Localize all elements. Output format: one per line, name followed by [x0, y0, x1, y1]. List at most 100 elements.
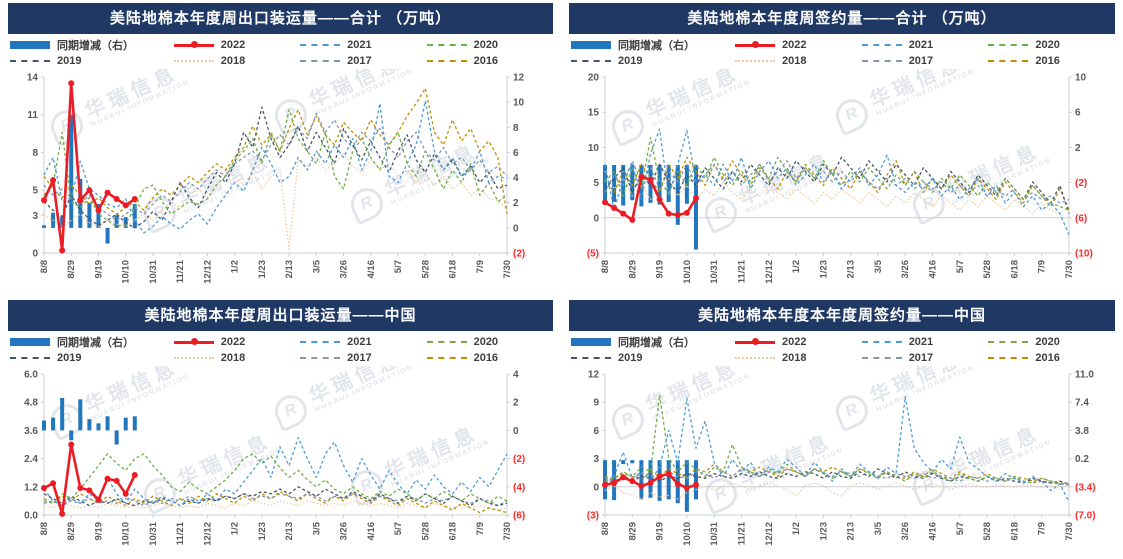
svg-text:1/2: 1/2 [230, 260, 241, 273]
legend-item-2020: 2020 [426, 37, 551, 52]
legend-swatch-dash [300, 40, 342, 50]
chart-area: R 华瑞信息 HUARUI INFORMATION R 华瑞信息 HUARUI INFOR… [8, 366, 553, 559]
chart-canvas-3: (3) 0 3 6 9 12 (7.0) (3.4) 0.2 3.8 7.4 11.0 8/8 8/29 9… [587, 370, 1096, 546]
legend-label: 2020 [473, 335, 499, 348]
legend-label: 2018 [782, 351, 807, 364]
series-line-2017 [43, 493, 508, 507]
legend-label: 2021 [908, 335, 934, 348]
legend-label: 2021 [908, 38, 934, 51]
legend-label: 2016 [1035, 351, 1060, 364]
series-line-2019 [43, 486, 508, 507]
svg-text:7/9: 7/9 [475, 522, 486, 535]
legend-item-2016: 2016 [988, 350, 1113, 365]
chart-area: R 华瑞信息 HUARUI INFORMATION R 华瑞信息 HUARUI INFOR… [8, 69, 553, 297]
series-line-2018 [43, 500, 508, 511]
svg-text:1/2: 1/2 [791, 522, 802, 535]
legend-item-2022: 2022 [173, 334, 298, 349]
legend: 同期增减（右） 2022 2021 2020 2019 2018 2017 2016 [8, 34, 553, 69]
svg-text:6/18: 6/18 [448, 260, 459, 279]
legend-label: 2018 [220, 54, 246, 67]
svg-text:8: 8 [513, 123, 519, 134]
svg-text:(6): (6) [1075, 213, 1087, 224]
svg-text:2: 2 [1075, 143, 1081, 154]
legend-label: 2017 [347, 54, 372, 67]
right-axis-labels: (6) (4) (2) 0 2 4 [513, 370, 525, 522]
legend-label: 2022 [220, 38, 246, 51]
svg-text:9: 9 [593, 398, 599, 409]
legend-label: 2019 [618, 54, 643, 67]
panel-shipments-china: 美陆地棉本年度周出口装运量——中国 同期增减（右） 2022 2021 2020 201… [0, 297, 561, 559]
svg-text:7.4: 7.4 [1075, 398, 1089, 409]
legend-swatch-dot [173, 353, 216, 363]
legend-item-2019: 2019 [571, 53, 733, 68]
legend-item-2019: 2019 [10, 53, 172, 68]
series-line-2020 [43, 109, 508, 228]
svg-text:5: 5 [593, 178, 599, 189]
svg-text:6/18: 6/18 [448, 522, 459, 541]
legend-item-2022: 2022 [735, 334, 860, 349]
svg-text:4/16: 4/16 [366, 260, 377, 279]
svg-text:(10): (10) [1075, 249, 1093, 260]
legend-item-2020: 2020 [988, 334, 1113, 349]
series-line-2021 [604, 395, 1070, 503]
legend-item-2017: 2017 [861, 53, 987, 68]
legend-item-2016: 2016 [426, 53, 551, 68]
series-line-2020 [604, 136, 1070, 211]
svg-text:11: 11 [27, 110, 38, 121]
svg-text:5/7: 5/7 [955, 260, 966, 273]
legend-swatch-dash [300, 56, 342, 66]
svg-text:10: 10 [588, 143, 600, 154]
chart-canvas-2: 0.0 1.2 2.4 3.6 4.8 6.0 (6) (4) (2) 0 2 4 8/8 8/29 9/1… [24, 370, 525, 546]
svg-text:7/30: 7/30 [502, 522, 513, 541]
svg-text:4/16: 4/16 [366, 522, 377, 541]
svg-text:5/7: 5/7 [393, 260, 404, 273]
legend: 同期增减（右） 2022 2021 2020 2019 2018 2017 2016 [569, 34, 1115, 69]
svg-text:6/18: 6/18 [1009, 260, 1020, 279]
legend-label: 2022 [782, 335, 807, 348]
svg-text:(6): (6) [513, 511, 525, 522]
svg-text:8/29: 8/29 [66, 260, 77, 279]
svg-text:7/9: 7/9 [1037, 522, 1048, 535]
svg-text:5/28: 5/28 [420, 260, 431, 279]
svg-text:5/28: 5/28 [420, 522, 431, 541]
svg-text:4: 4 [513, 173, 519, 184]
svg-text:7/30: 7/30 [1064, 260, 1075, 279]
chart-canvas-0: 0 3 5 8 11 14 (2) 0 2 4 6 8 10 12 8/8 8/29 9/19 10/10 10/3… [27, 73, 525, 284]
legend-swatch-dash [571, 56, 613, 66]
svg-text:8/29: 8/29 [66, 522, 77, 541]
legend-item-2021: 2021 [861, 37, 987, 52]
legend-item-2018: 2018 [735, 53, 860, 68]
svg-text:(5): (5) [587, 249, 599, 260]
series-line-2016 [604, 156, 1070, 211]
legend-label: 2020 [473, 38, 499, 51]
panel-title: 美陆地棉本年度周出口装运量——中国 [8, 300, 553, 331]
svg-text:6/18: 6/18 [1009, 522, 1020, 541]
svg-text:10: 10 [1075, 73, 1087, 84]
legend-swatch-dash [988, 337, 1030, 347]
svg-text:11/21: 11/21 [736, 259, 747, 283]
svg-text:(4): (4) [513, 482, 525, 493]
svg-text:12: 12 [588, 370, 600, 381]
svg-text:9/19: 9/19 [655, 260, 666, 279]
svg-text:7/30: 7/30 [1064, 522, 1075, 541]
svg-text:0.2: 0.2 [1075, 454, 1089, 465]
legend-label: 2016 [473, 54, 499, 67]
svg-text:3/26: 3/26 [900, 522, 911, 541]
chart-area: R 华瑞信息 HUARUI INFORMATION R 华瑞信息 HUARUI INFOR… [569, 69, 1115, 297]
panel-signings-total: 美陆地棉本年度周签约量——合计 （万吨） 同期增减（右） 2022 2021 2020… [561, 0, 1123, 297]
legend-label: 2020 [1035, 38, 1060, 51]
right-axis-labels: (10) (6) (2) 2 6 10 [1075, 73, 1093, 260]
svg-text:0: 0 [513, 426, 519, 437]
legend: 同期增减（右） 2022 2021 2020 2019 2018 2017 2016 [569, 331, 1115, 366]
legend-item-2017: 2017 [861, 350, 987, 365]
svg-text:1/23: 1/23 [257, 260, 268, 279]
legend-item-2017: 2017 [300, 53, 424, 68]
legend-item-同期增减（右）: 同期增减（右） [10, 37, 172, 52]
legend-item-2020: 2020 [426, 334, 551, 349]
svg-text:0.0: 0.0 [24, 511, 38, 522]
legend-item-同期增减（右）: 同期增减（右） [571, 37, 733, 52]
legend-swatch-dash [861, 353, 904, 363]
legend-swatch-dash [426, 337, 469, 347]
legend-item-同期增减（右）: 同期增减（右） [571, 334, 733, 349]
svg-text:3.8: 3.8 [1075, 426, 1089, 437]
